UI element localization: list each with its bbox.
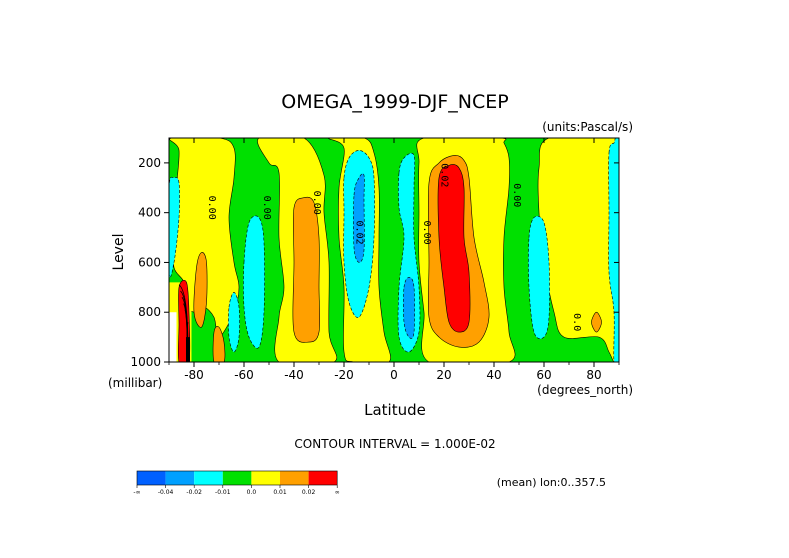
- contour-fill-regions: [169, 138, 619, 362]
- colorbar-swatch: [137, 471, 166, 485]
- contour-value-label: 0.0: [571, 313, 582, 331]
- colorbar-label: -0.02: [186, 489, 202, 496]
- y-tick-label: 1000: [130, 355, 161, 369]
- plot-area: 0.00 0.00 0.00 0.02 0.00 0.02 0.00 0.0 -80 -60 -4…: [130, 137, 620, 382]
- x-tick-label: 20: [436, 368, 451, 382]
- colorbar-swatch: [251, 471, 280, 485]
- y-tick-label: 200: [138, 156, 161, 170]
- contour-region-red-nh: [437, 164, 471, 333]
- contour-region-cyan-nh-60: [528, 215, 550, 340]
- contour-region-orange-sh-70: [212, 326, 226, 362]
- contour-value-label: 0.02: [354, 221, 365, 245]
- contour-region-cyan-sh: [243, 215, 265, 349]
- y-tick-label: 400: [138, 206, 161, 220]
- x-axis-ticks: -80 -60 -40 -20 0 20 40 60 80: [168, 138, 620, 382]
- y-tick-label: 800: [138, 305, 161, 319]
- contour-value-label: 0.02: [439, 163, 450, 187]
- x-tick-label: -60: [234, 368, 254, 382]
- y-axis-ticks: 200 400 600 800 1000: [130, 156, 619, 369]
- polar-dense-lines: [186, 337, 190, 362]
- x-tick-label: 60: [536, 368, 551, 382]
- colorbar-label: -0.04: [158, 489, 174, 496]
- colorbar-swatch: [280, 471, 309, 485]
- colorbar-label: -∞: [133, 489, 140, 496]
- x-tick-label: -40: [284, 368, 304, 382]
- contour-labels: 0.00 0.00 0.00 0.02 0.00 0.02 0.00 0.0: [206, 163, 582, 331]
- x-axis-label: Latitude: [364, 401, 426, 419]
- colorbar-label: 0.01: [273, 489, 287, 496]
- colorbar-swatch: [308, 471, 338, 485]
- contour-region-yellow-band-nh-polar: [537, 138, 619, 362]
- units-label: (units:Pascal/s): [542, 120, 633, 134]
- polar-missing-data: [169, 312, 177, 362]
- x-tick-label: -80: [184, 368, 204, 382]
- contour-region-cyan-sh-polar: [169, 176, 180, 278]
- colorbar-frame: [136, 470, 338, 486]
- colorbar-swatch: [165, 471, 195, 485]
- x-tick-label: 0: [390, 368, 398, 382]
- x-axis-units: (degrees_north): [537, 383, 633, 397]
- x-tick-label: 80: [586, 368, 601, 382]
- mean-longitude-text: (mean) lon:0..357.5: [497, 476, 606, 489]
- contour-value-label: 0.00: [261, 196, 272, 220]
- contour-value-label: 0.00: [206, 196, 217, 220]
- colorbar-swatch: [222, 471, 252, 485]
- y-axis-label: Level: [111, 234, 127, 271]
- contour-region-orange-sh-mid: [292, 196, 321, 343]
- colorbar-label: 0.0: [247, 489, 257, 496]
- x-tick-label: -20: [334, 368, 354, 382]
- contour-value-label: 0.00: [421, 221, 432, 245]
- y-axis-units: (millibar): [108, 376, 162, 390]
- contour-region-cyan-sh-70: [228, 291, 240, 353]
- x-tick-label: 40: [486, 368, 501, 382]
- contour-value-label: 0.00: [511, 183, 522, 207]
- contour-interval-text: CONTOUR INTERVAL = 1.000E-02: [294, 437, 495, 451]
- colorbar-label: 0.02: [302, 489, 316, 496]
- colorbar-swatch: [194, 471, 223, 485]
- colorbar-label: -0.01: [215, 489, 231, 496]
- y-tick-label: 600: [138, 255, 161, 269]
- polar-contour-cluster: [169, 279, 192, 362]
- contour-region-orange-nh-80: [591, 311, 602, 333]
- contour-region-orange-sh-polar: [193, 252, 208, 328]
- contour-region-blue-tropics-n: [403, 277, 415, 339]
- contour-region-cyan-nh-polar: [608, 138, 619, 362]
- colorbar: -∞ -0.04 -0.02 -0.01 0.0 0.01 0.02 ∞: [133, 470, 340, 496]
- chart-title: OMEGA_1999-DJF_NCEP: [281, 91, 508, 113]
- contour-region-blue-tropics-s: [353, 173, 365, 263]
- colorbar-label: ∞: [335, 489, 340, 496]
- contour-value-label: 0.00: [311, 191, 322, 215]
